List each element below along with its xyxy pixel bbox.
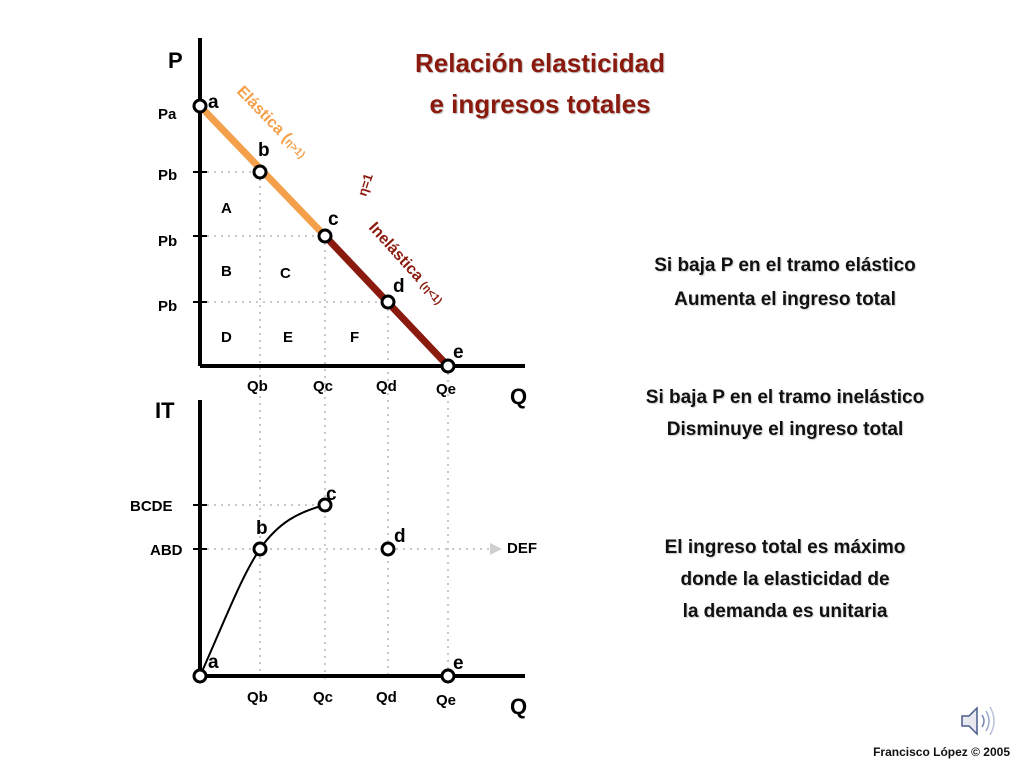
unit-elasticity-label: η=1 — [355, 172, 376, 198]
qlabel-qe-bottom: Qe — [436, 692, 456, 709]
statement-elastic-line-1: Si baja P en el tramo elástico — [654, 255, 916, 276]
point-label-a-bottom: a — [208, 652, 219, 673]
qlabel-qc-bottom: Qc — [313, 689, 333, 706]
statement-max-line-3: la demanda es unitaria — [682, 601, 888, 622]
point-e-top — [440, 358, 456, 374]
point-b-bottom — [252, 541, 268, 557]
point-label-b-top: b — [258, 140, 270, 161]
point-label-b-bottom: b — [256, 518, 268, 539]
qlabel-qc-top: Qc — [313, 378, 333, 395]
point-e-bottom — [440, 668, 456, 684]
point-c-top — [317, 228, 333, 244]
price-label-pb2: Pb — [158, 233, 177, 250]
area-e: E — [283, 329, 293, 346]
top-x-axis-label: Q — [510, 384, 527, 409]
statement-max-line-2: donde la elasticidad de — [680, 569, 890, 590]
point-a-bottom — [192, 668, 208, 684]
speaker-icon[interactable] — [958, 703, 998, 739]
price-label-pb1: Pb — [158, 167, 177, 184]
qlabel-qb-top: Qb — [247, 378, 268, 395]
point-d-bottom — [380, 541, 396, 557]
top-y-axis-label: P — [168, 48, 183, 73]
qlabel-qb-bottom: Qb — [247, 689, 268, 706]
qlabel-qd-top: Qd — [376, 378, 397, 395]
revenue-label-abd: ABD — [150, 542, 183, 559]
point-a-top — [192, 98, 208, 114]
area-d: D — [221, 329, 232, 346]
statement-max-line-1: El ingreso total es máximo — [664, 537, 906, 558]
arrow-right-icon — [490, 543, 502, 555]
area-c: C — [280, 265, 291, 282]
price-label-pa: Pa — [158, 106, 177, 123]
point-d-top — [380, 294, 396, 310]
price-label-pb3: Pb — [158, 298, 177, 315]
statement-elastic-line-2: Aumenta el ingreso total — [674, 289, 896, 310]
bottom-y-axis-label: IT — [155, 398, 175, 423]
point-label-d-bottom: d — [394, 526, 406, 547]
area-f: F — [350, 329, 359, 346]
point-label-e-top: e — [453, 342, 464, 363]
area-b: B — [221, 263, 232, 280]
title-line-1: Relación elasticidad — [415, 48, 665, 78]
point-label-c-top: c — [328, 209, 339, 230]
qlabel-qd-bottom: Qd — [376, 689, 397, 706]
point-b-top — [252, 164, 268, 180]
bottom-x-axis-label: Q — [510, 694, 527, 719]
revenue-label-def: DEF — [507, 540, 537, 557]
title-line-2: e ingresos totales — [429, 89, 651, 119]
qlabel-qe-top: Qe — [436, 381, 456, 398]
statement-inelastic-line-1: Si baja P en el tramo inelástico — [645, 387, 925, 408]
credit-text: Francisco López © 2005 — [873, 745, 1010, 759]
point-label-c-bottom: c — [326, 484, 337, 505]
area-a: A — [221, 200, 232, 217]
point-label-a-top: a — [208, 92, 219, 113]
point-label-d-top: d — [393, 276, 405, 297]
point-label-e-bottom: e — [453, 653, 464, 674]
revenue-label-bcde: BCDE — [130, 498, 173, 515]
point-c-bottom — [317, 497, 333, 513]
statement-inelastic-line-2: Disminuye el ingreso total — [666, 419, 904, 440]
